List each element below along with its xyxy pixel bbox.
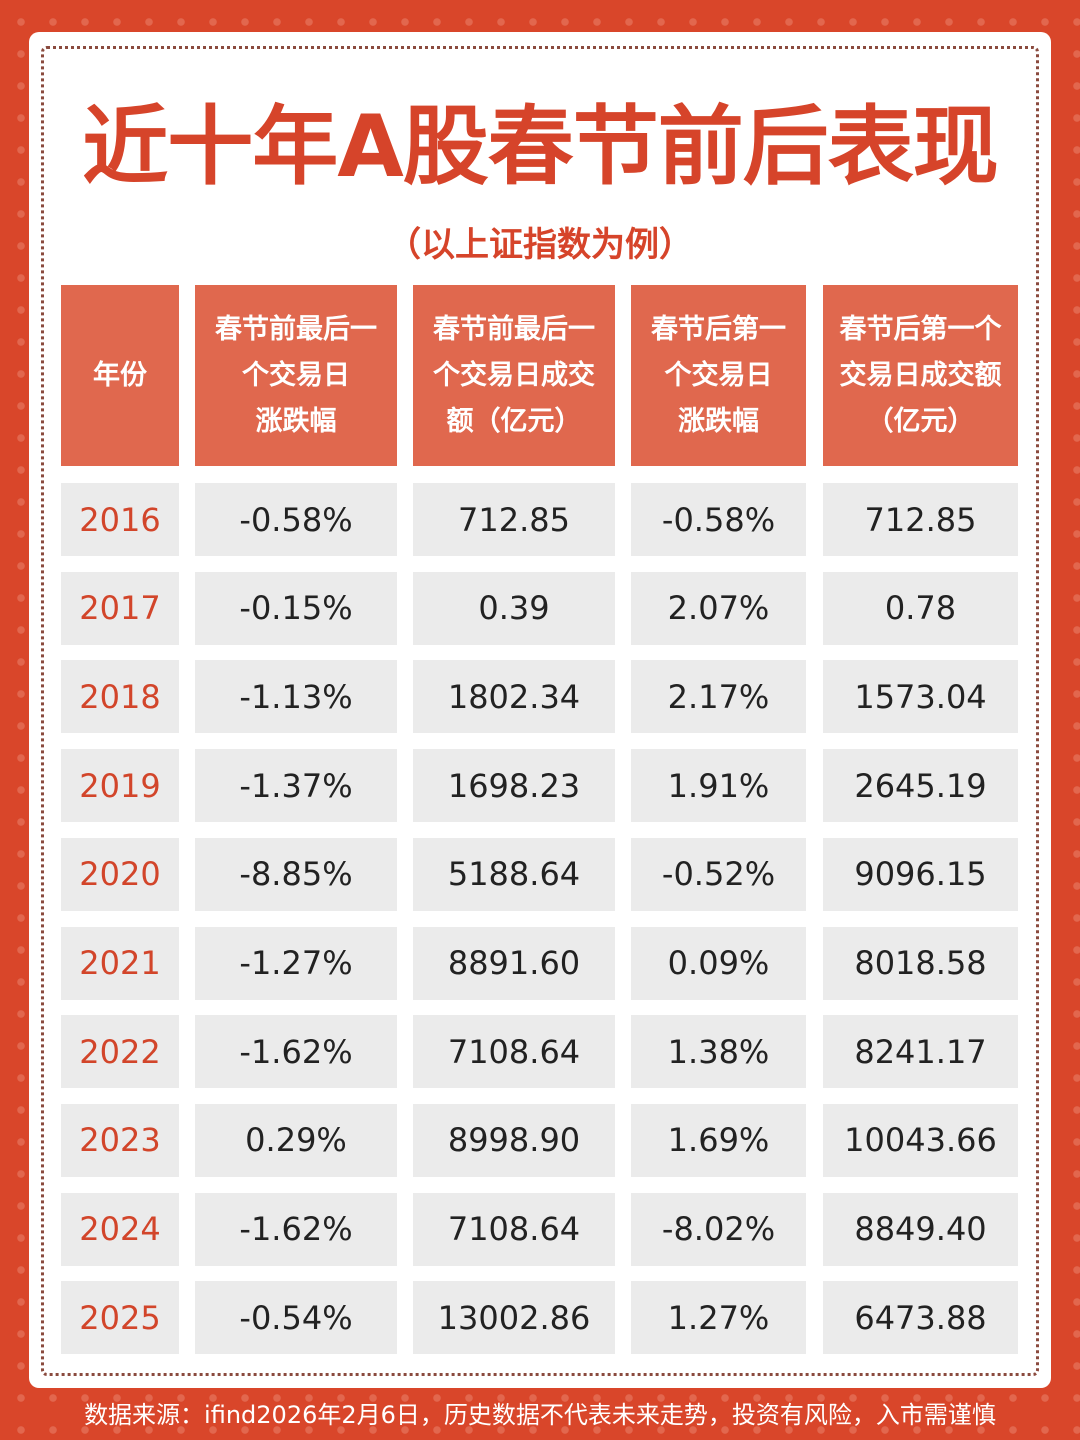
- table-cell: 13002.86: [413, 1281, 615, 1355]
- table-cell: 1573.04: [823, 660, 1018, 734]
- table-cell: -8.02%: [631, 1192, 806, 1266]
- table-cell: 712.85: [413, 483, 615, 556]
- year-cell: 2023: [61, 1103, 179, 1177]
- table-cell: 0.39: [413, 571, 615, 645]
- table-cell: 10043.66: [823, 1103, 1018, 1177]
- dotted-border: [41, 46, 1039, 1376]
- year-cell: 2016: [61, 483, 179, 556]
- column-header: 春节前最后一 个交易日成交 额（亿元）: [413, 285, 615, 466]
- year-cell: 2018: [61, 660, 179, 734]
- year-cell: 2024: [61, 1192, 179, 1266]
- source-footer: 数据来源：ifind2026年2月6日，历史数据不代表未来走势，投资有风险，入市…: [84, 1401, 996, 1429]
- table-cell: 1802.34: [413, 660, 615, 734]
- table-cell: 0.09%: [631, 926, 806, 1000]
- page-subtitle: （以上证指数为例）: [387, 225, 693, 265]
- column-header: 春节前最后一 个交易日 涨跌幅: [195, 285, 397, 466]
- table-cell: -0.54%: [195, 1281, 397, 1355]
- table-cell: 9096.15: [823, 837, 1018, 911]
- table-cell: -0.52%: [631, 837, 806, 911]
- table-cell: 7108.64: [413, 1015, 615, 1089]
- table-cell: -1.62%: [195, 1192, 397, 1266]
- table-cell: 8849.40: [823, 1192, 1018, 1266]
- table-cell: -1.62%: [195, 1015, 397, 1089]
- year-cell: 2020: [61, 837, 179, 911]
- column-header: 年份: [61, 285, 179, 466]
- page-title: 近十年A股春节前后表现: [82, 97, 999, 197]
- table-cell: 2.07%: [631, 571, 806, 645]
- table-cell: 8241.17: [823, 1015, 1018, 1089]
- table-cell: 6473.88: [823, 1281, 1018, 1355]
- table-cell: 0.78: [823, 571, 1018, 645]
- table-cell: -0.58%: [631, 483, 806, 556]
- table-cell: -0.58%: [195, 483, 397, 556]
- table-cell: 712.85: [823, 483, 1018, 556]
- table-cell: 0.29%: [195, 1103, 397, 1177]
- table-cell: 1.91%: [631, 749, 806, 823]
- year-cell: 2025: [61, 1281, 179, 1355]
- table-cell: -1.13%: [195, 660, 397, 734]
- column-header: 春节后第一 个交易日 涨跌幅: [631, 285, 806, 466]
- year-cell: 2022: [61, 1015, 179, 1089]
- table-cell: 1.27%: [631, 1281, 806, 1355]
- table-cell: 2.17%: [631, 660, 806, 734]
- table-cell: 2645.19: [823, 749, 1018, 823]
- table-cell: -1.37%: [195, 749, 397, 823]
- table-cell: 1.38%: [631, 1015, 806, 1089]
- table-cell: 5188.64: [413, 837, 615, 911]
- table-cell: 8018.58: [823, 926, 1018, 1000]
- year-cell: 2021: [61, 926, 179, 1000]
- table-cell: 1698.23: [413, 749, 615, 823]
- column-header: 春节后第一个 交易日成交额 （亿元）: [823, 285, 1018, 466]
- year-cell: 2017: [61, 571, 179, 645]
- table-cell: -8.85%: [195, 837, 397, 911]
- year-cell: 2019: [61, 749, 179, 823]
- table-cell: -1.27%: [195, 926, 397, 1000]
- table-cell: -0.15%: [195, 571, 397, 645]
- table-cell: 8891.60: [413, 926, 615, 1000]
- table-cell: 7108.64: [413, 1192, 615, 1266]
- table-cell: 8998.90: [413, 1103, 615, 1177]
- table-cell: 1.69%: [631, 1103, 806, 1177]
